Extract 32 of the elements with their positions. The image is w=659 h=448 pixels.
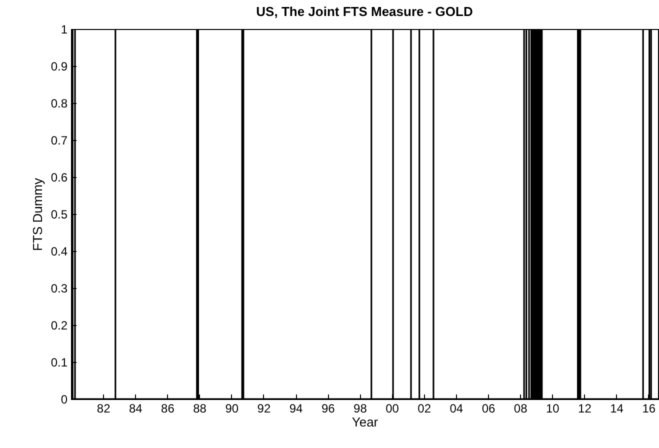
x-tick-label: 10	[546, 402, 560, 416]
x-tick-label: 16	[642, 402, 656, 416]
x-tick-label: 04	[450, 402, 464, 416]
x-axis-title: Year	[352, 414, 379, 430]
x-tick-label: 98	[354, 402, 368, 416]
x-tick-label: 82	[96, 402, 111, 416]
x-tick-label: 02	[418, 402, 432, 416]
x-tick-label: 06	[482, 402, 496, 416]
x-tick-label: 86	[161, 402, 175, 416]
chart-title: US, The Joint FTS Measure - GOLD	[256, 4, 473, 19]
y-tick-label: 0.1	[50, 356, 68, 370]
x-tick-label: 14	[610, 402, 624, 416]
y-tick-label: 0.5	[50, 208, 68, 222]
y-tick-label: 0.6	[50, 170, 68, 184]
x-tick-label: 94	[289, 402, 304, 416]
x-tick-label: 84	[128, 402, 143, 416]
x-tick-label: 90	[225, 402, 239, 416]
y-tick-label: 1	[60, 22, 68, 36]
y-tick-label: 0	[60, 392, 68, 406]
y-tick-label: 0.8	[50, 96, 68, 110]
x-tick-label: 96	[321, 402, 336, 416]
x-tick-label: 88	[193, 402, 207, 416]
y-tick-label: 0.9	[50, 60, 68, 74]
y-tick-label: 0.4	[50, 244, 68, 258]
x-tick-label: 92	[257, 402, 271, 416]
x-tick-label: 00	[386, 402, 400, 416]
x-tick-label: 08	[514, 402, 528, 416]
x-tick-label: 12	[578, 402, 592, 416]
y-tick-label: 0.3	[50, 282, 68, 296]
y-axis-title: FTS Dummy	[30, 178, 45, 251]
y-tick-label: 0.7	[50, 134, 68, 148]
y-tick-label: 0.2	[50, 318, 68, 332]
